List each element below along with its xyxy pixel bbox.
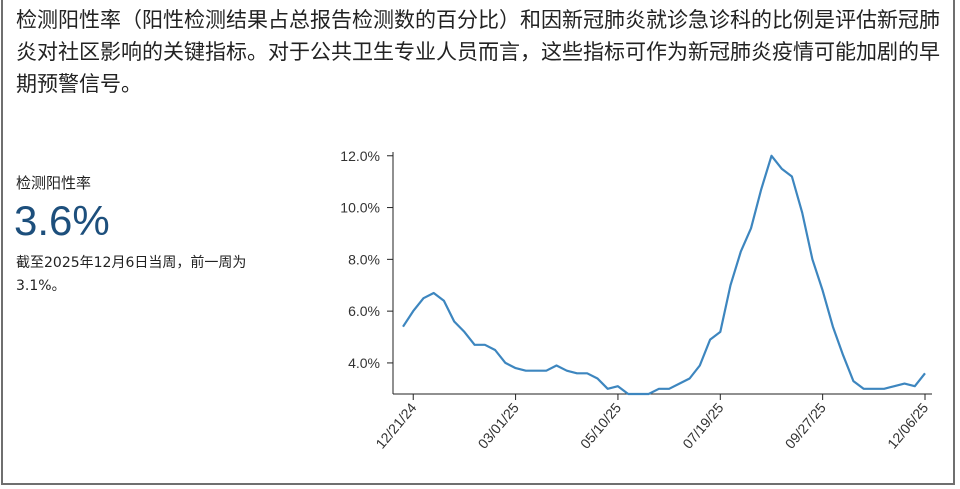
x-tick-label: 07/19/25 — [679, 399, 726, 451]
x-tick-label: 12/06/25 — [884, 399, 931, 451]
y-tick-label: 10.0% — [340, 200, 380, 216]
y-tick-label: 4.0% — [348, 355, 380, 371]
x-tick-label: 05/10/25 — [577, 399, 624, 451]
intro-paragraph: 检测阳性率（阳性检测结果占总报告检测数的百分比）和因新冠肺炎就诊急诊科的比例是评… — [16, 8, 940, 96]
x-tick-label: 03/01/25 — [475, 399, 522, 451]
x-tick-label: 09/27/25 — [782, 399, 829, 451]
metric-value: 3.6% — [14, 197, 110, 244]
y-axis: 4.0% 6.0% 8.0% 10.0% 12.0% — [340, 148, 394, 394]
metric-note: 截至2025年12月6日当周，前一周为3.1%。 — [16, 255, 247, 294]
series-line-positivity — [402, 154, 926, 396]
y-tick-label: 12.0% — [340, 148, 380, 164]
y-tick-label: 6.0% — [348, 303, 380, 319]
x-tick-label: 12/21/24 — [372, 399, 419, 451]
metric-label: 检测阳性率 — [16, 174, 92, 192]
y-tick-label: 8.0% — [348, 251, 380, 267]
x-axis: 12/21/24 03/01/25 05/10/25 07/19/25 09/27/25… — [372, 393, 932, 452]
